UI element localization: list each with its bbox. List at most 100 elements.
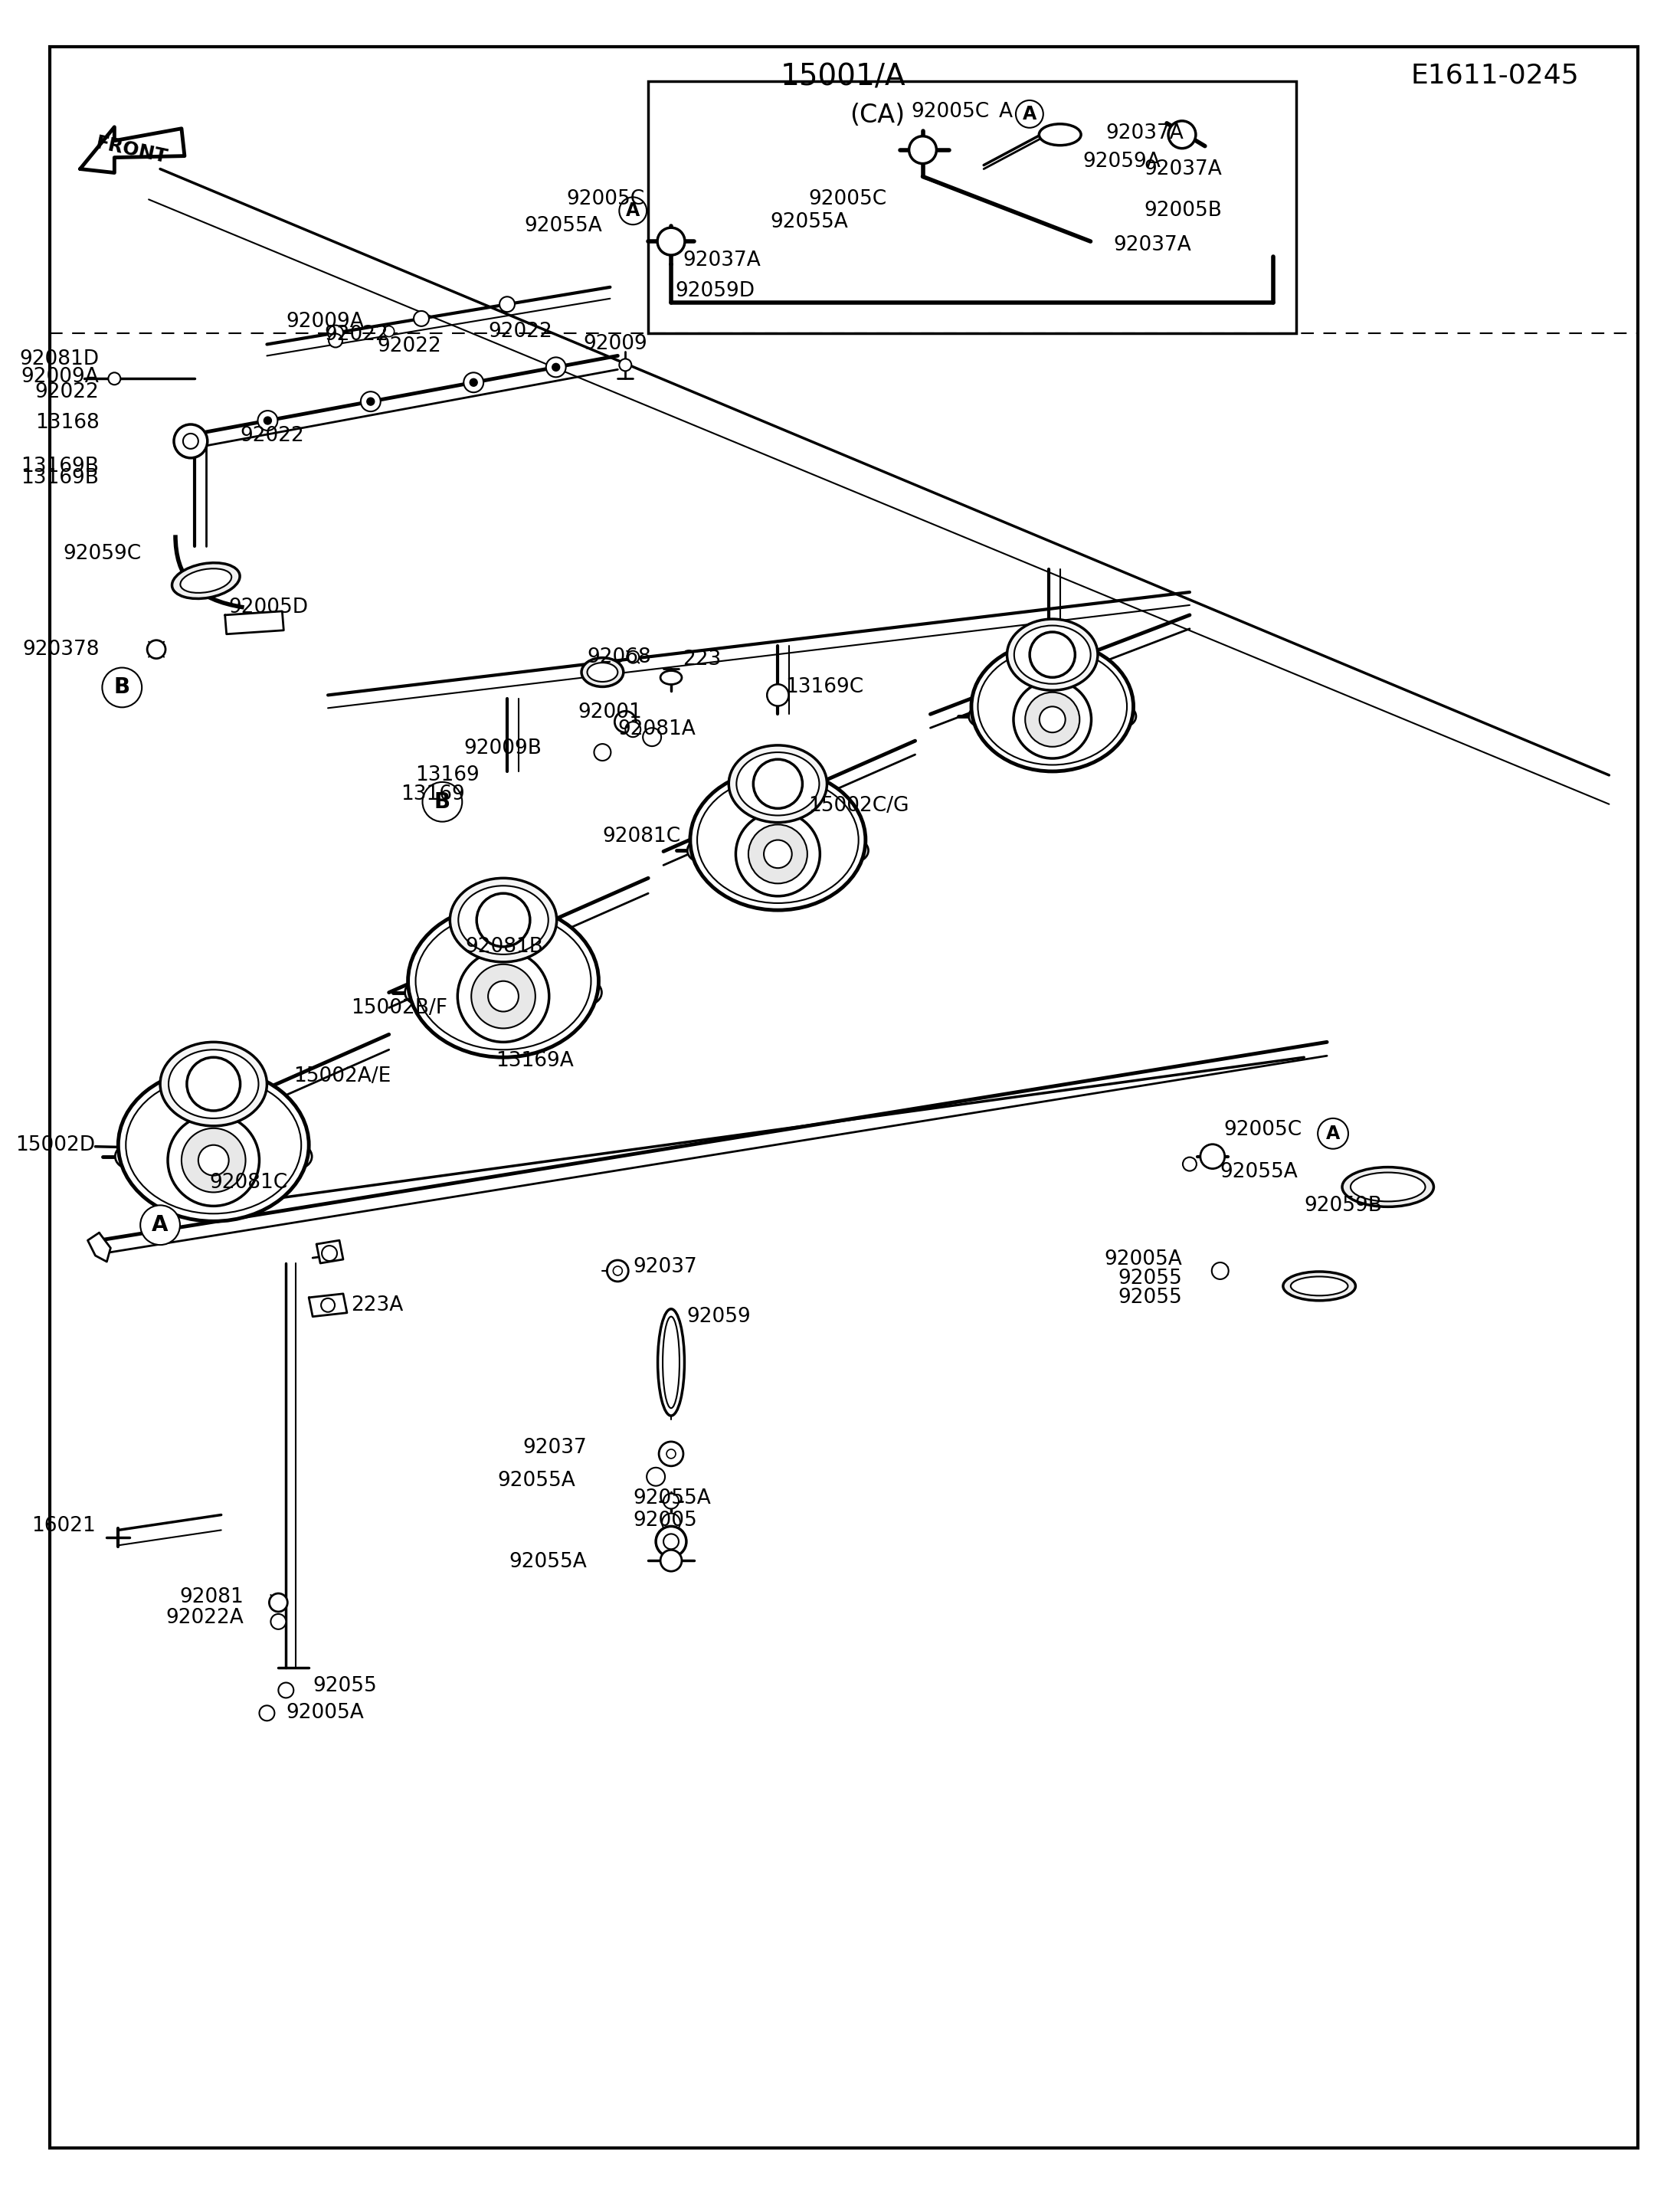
Text: 13169: 13169 [415,765,480,784]
Circle shape [1168,121,1196,149]
Ellipse shape [412,986,428,1000]
Text: 13169B: 13169B [22,468,99,488]
Ellipse shape [168,1050,259,1118]
Ellipse shape [450,879,556,962]
Ellipse shape [282,1145,312,1169]
Text: 92081B: 92081B [465,936,543,956]
Text: 15002A/E: 15002A/E [294,1066,391,1085]
Ellipse shape [969,705,993,727]
Circle shape [470,378,477,387]
Text: 92022: 92022 [324,325,388,345]
Circle shape [620,358,632,371]
Text: 15002D: 15002D [15,1136,96,1156]
Text: 92059A: 92059A [1084,152,1161,171]
Ellipse shape [1015,626,1090,683]
Ellipse shape [160,1041,267,1125]
Circle shape [546,358,566,378]
Circle shape [1211,1263,1228,1279]
Text: 92055: 92055 [1117,1287,1183,1307]
Circle shape [259,1705,274,1720]
Ellipse shape [573,980,601,1004]
Ellipse shape [1290,1276,1347,1296]
Circle shape [321,1298,334,1312]
Text: B: B [433,791,450,813]
Circle shape [1317,1118,1349,1149]
Ellipse shape [1117,710,1131,723]
Circle shape [183,433,198,448]
Text: A: A [1000,101,1013,121]
Ellipse shape [588,663,618,681]
Ellipse shape [690,769,865,910]
Circle shape [264,417,272,424]
Ellipse shape [121,1149,138,1164]
Circle shape [1013,681,1092,758]
Circle shape [909,136,936,163]
Circle shape [499,297,514,312]
Ellipse shape [1112,705,1136,727]
Ellipse shape [180,569,232,593]
Circle shape [422,782,462,822]
Ellipse shape [842,839,869,861]
Text: 92037: 92037 [522,1437,588,1459]
Text: 13169A: 13169A [496,1050,573,1072]
Text: 13169B: 13169B [22,457,99,477]
Circle shape [168,1114,259,1206]
Text: 92081C: 92081C [210,1173,287,1193]
Circle shape [595,745,612,760]
Text: 92022: 92022 [489,321,553,341]
Circle shape [664,1494,679,1509]
Circle shape [383,325,395,336]
Ellipse shape [847,844,864,857]
Text: 15002C/G: 15002C/G [808,795,909,815]
Circle shape [768,685,788,705]
Text: A: A [627,202,640,220]
Text: 92005C: 92005C [911,101,990,121]
Text: 92055A: 92055A [497,1470,576,1490]
Ellipse shape [729,745,827,822]
Circle shape [662,1514,680,1531]
Circle shape [198,1145,228,1175]
Ellipse shape [660,670,682,685]
Text: FRONT: FRONT [94,134,170,167]
Ellipse shape [118,1068,309,1222]
Text: 92055: 92055 [1117,1268,1183,1287]
Circle shape [175,424,207,457]
Ellipse shape [662,1316,679,1408]
Text: 92037A: 92037A [1144,158,1221,178]
Text: B: B [114,677,129,699]
Circle shape [620,198,647,224]
Text: 13169C: 13169C [786,677,864,696]
Circle shape [1040,707,1065,732]
Polygon shape [309,1294,348,1316]
Text: 13168: 13168 [35,413,99,433]
Text: 92059: 92059 [687,1307,751,1327]
Circle shape [269,1593,287,1613]
Text: 92001: 92001 [578,703,642,723]
Circle shape [457,951,549,1041]
Circle shape [667,1450,675,1459]
Circle shape [323,1246,338,1261]
Circle shape [181,1129,245,1193]
Circle shape [647,1468,665,1485]
Ellipse shape [692,844,709,857]
Ellipse shape [1006,620,1097,690]
Circle shape [489,982,519,1011]
Text: 92005D: 92005D [228,598,309,617]
Text: 92005B: 92005B [1144,200,1221,222]
Polygon shape [87,1233,111,1261]
Circle shape [659,1441,684,1465]
Ellipse shape [1351,1173,1425,1202]
Circle shape [657,228,685,255]
Circle shape [413,312,428,325]
Text: 92055: 92055 [312,1676,376,1696]
Polygon shape [316,1241,343,1263]
Ellipse shape [405,980,433,1004]
Circle shape [270,1615,286,1630]
Ellipse shape [659,1309,684,1415]
Text: 92059B: 92059B [1304,1195,1383,1215]
Text: 92081C: 92081C [603,826,680,846]
Text: 92037A: 92037A [682,250,761,270]
Text: 92005C: 92005C [566,189,645,209]
Text: 92009: 92009 [583,334,647,354]
Ellipse shape [1342,1167,1433,1206]
